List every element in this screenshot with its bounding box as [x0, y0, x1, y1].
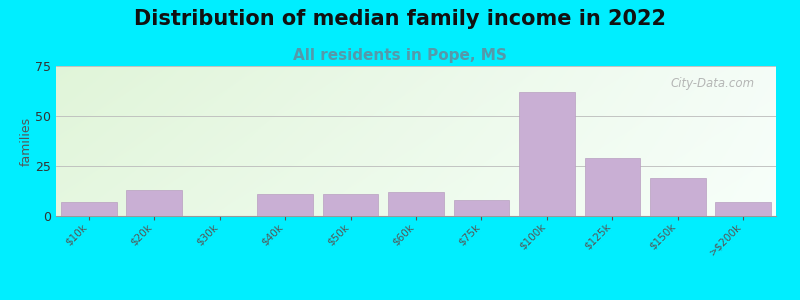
Bar	[126, 190, 182, 216]
Text: City-Data.com: City-Data.com	[670, 76, 754, 89]
Bar	[388, 192, 444, 216]
Bar	[650, 178, 706, 216]
Y-axis label: families: families	[19, 116, 32, 166]
Bar	[585, 158, 640, 216]
Bar	[61, 202, 117, 216]
Bar	[258, 194, 313, 216]
Bar	[519, 92, 574, 216]
Bar	[322, 194, 378, 216]
Bar	[715, 202, 771, 216]
Text: All residents in Pope, MS: All residents in Pope, MS	[293, 48, 507, 63]
Bar	[454, 200, 510, 216]
Text: Distribution of median family income in 2022: Distribution of median family income in …	[134, 9, 666, 29]
